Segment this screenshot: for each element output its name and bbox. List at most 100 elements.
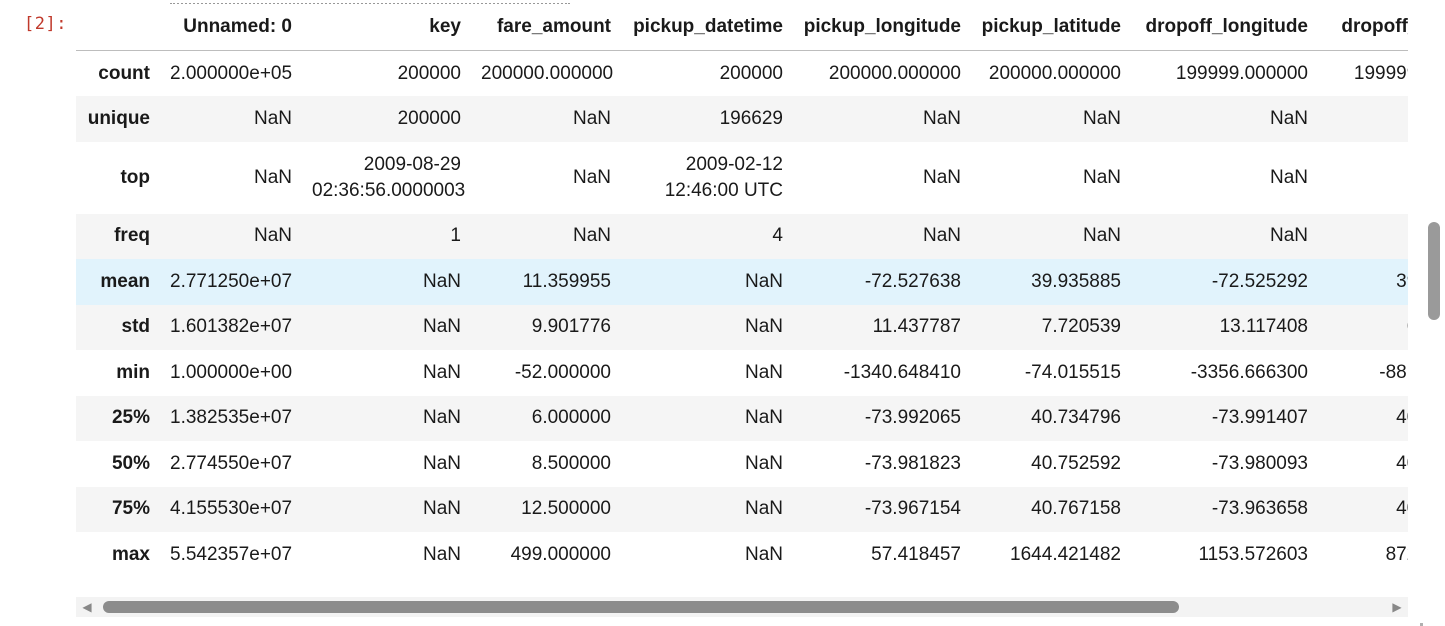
scroll-right-arrow-icon[interactable]: ▶ [1392,600,1402,614]
index-header [76,4,160,51]
horizontal-scroll-thumb[interactable] [103,601,1179,613]
table-cell: NaN [422,316,461,338]
table-cell: 200000 [397,62,461,84]
table-cell: NaN [744,407,783,429]
table-cell: 199999.000000 [1175,62,1308,84]
table-cell: 200000 [397,107,461,129]
table-cell: -73.991407 [1211,407,1308,429]
table-cell: NaN [1082,166,1121,188]
table-row: freq NaN 1 NaN 4 NaN NaN NaN NaN [76,213,1408,260]
table-cell: NaN [422,543,461,565]
table-cell: -881.985513 [1379,361,1408,383]
table-cell: -52.000000 [514,361,611,383]
table-cell: 4 [772,225,783,247]
table-cell: 9.901776 [531,316,611,338]
table-row: 25% 1.382535e+07 NaN 6.000000 NaN -73.992065 4… [76,395,1408,441]
table-cell: 2.771250e+07 [170,270,293,292]
table-cell: 5.542357e+07 [170,543,293,565]
table-cell: 11.437787 [872,316,961,338]
row-index-label: unique [87,107,150,129]
table-cell: 200000 [719,62,783,84]
column-header: pickup_datetime [621,4,793,51]
table-cell: 196629 [719,107,783,129]
table-cell: NaN [422,361,461,383]
table-cell: NaN [1269,107,1308,129]
table-cell: 1.382535e+07 [170,407,293,429]
table-cell: NaN [1082,107,1121,129]
table-row: 50% 2.774550e+07 NaN 8.500000 NaN -73.981823 4… [76,441,1408,487]
table-cell: -73.963658 [1211,498,1308,520]
table-cell: NaN [1269,225,1308,247]
table-cell: 40.768001 [1396,498,1408,520]
clipped-previous-output [170,0,570,4]
table-cell: -72.527638 [864,270,961,292]
table-cell: NaN [1269,166,1308,188]
table-cell: -73.992065 [864,407,961,429]
table-cell: NaN [422,498,461,520]
header-row: Unnamed: 0 key fare_amount pickup_datetime p… [76,4,1408,51]
table-cell: -1340.648410 [843,361,961,383]
table-row: count 2.000000e+05 200000 200000.000000 2000… [76,51,1408,97]
table-row: top NaN 2009-08-29 02:36:56.0000003 NaN 2009… [76,142,1408,214]
column-header: dropoff_longitude [1131,4,1318,51]
table-cell: NaN [744,543,783,565]
table-cell: 200000.000000 [481,62,614,84]
table-cell: -74.015515 [1024,361,1121,383]
column-header: fare_amount [471,4,621,51]
table-cell: NaN [744,361,783,383]
table-cell: -73.981823 [864,452,961,474]
table-cell: 1.000000e+00 [170,361,293,383]
table-cell: NaN [1318,142,1408,214]
table-cell: -73.980093 [1211,452,1308,474]
table-cell: 39.935885 [1031,270,1121,292]
table-cell: 6.794829 [1318,305,1408,351]
column-header: pickup_longitude [793,4,971,51]
table-cell: 40.752592 [1031,452,1121,474]
table-cell: 199999.000000 [1353,62,1408,84]
table-cell: NaN [744,498,783,520]
dataframe-output[interactable]: Unnamed: 0 key fare_amount pickup_datetime p… [76,4,1408,591]
table-cell: 6.000000 [531,407,611,429]
row-index-label: 25% [111,407,150,429]
table-cell: 2009-02-12 12:46:00 UTC [664,153,783,201]
table-cell: 200000.000000 [828,62,961,84]
row-index-label: max [111,543,150,565]
table-row: min 1.000000e+00 NaN -52.000000 NaN -1340.648… [76,350,1408,396]
table-cell: 1.601382e+07 [170,316,293,338]
table-cell: 40.753042 [1396,452,1408,474]
table-cell: NaN [1318,214,1408,260]
column-header: pickup_latitude [971,4,1131,51]
table-cell: -73.967154 [864,498,961,520]
table-cell: NaN [922,166,961,188]
table-cell: NaN [422,270,461,292]
table-cell: 1 [450,225,461,247]
table-cell: 40.767158 [1031,498,1121,520]
table-row: mean 2.771250e+07 NaN 11.359955 NaN -72.52763… [76,259,1408,305]
row-index-label: 50% [111,452,150,474]
table-cell: 872.697628 [1385,543,1408,565]
table-cell: NaN [922,225,961,247]
row-index-label: mean [100,270,150,292]
vertical-scroll-thumb[interactable] [1428,222,1440,320]
table-cell: NaN [422,452,461,474]
column-header: dropoff_latitude [1318,4,1408,51]
table-cell: 4.155530e+07 [170,498,293,520]
table-cell: NaN [744,452,783,474]
table-cell: 200000.000000 [988,62,1121,84]
table-row: 75% 4.155530e+07 NaN 12.500000 NaN -73.967154… [76,486,1408,532]
table-cell: NaN [572,225,611,247]
table-cell: NaN [744,270,783,292]
table-row: max 5.542357e+07 NaN 499.000000 NaN 57.418457… [76,532,1408,578]
table-cell: NaN [253,107,292,129]
table-cell: NaN [572,166,611,188]
row-index-label: top [120,166,150,188]
horizontal-scrollbar[interactable]: ◀ ▶ [76,597,1408,617]
table-cell: 2.774550e+07 [170,452,293,474]
table-row: std 1.601382e+07 NaN 9.901776 NaN 11.437787 7.… [76,304,1408,351]
scroll-left-arrow-icon[interactable]: ◀ [82,600,92,614]
describe-table: Unnamed: 0 key fare_amount pickup_datetime p… [76,4,1408,578]
table-cell: 13.117408 [1219,316,1308,338]
resize-corner [1420,623,1423,626]
table-cell: 1153.572603 [1198,543,1308,565]
